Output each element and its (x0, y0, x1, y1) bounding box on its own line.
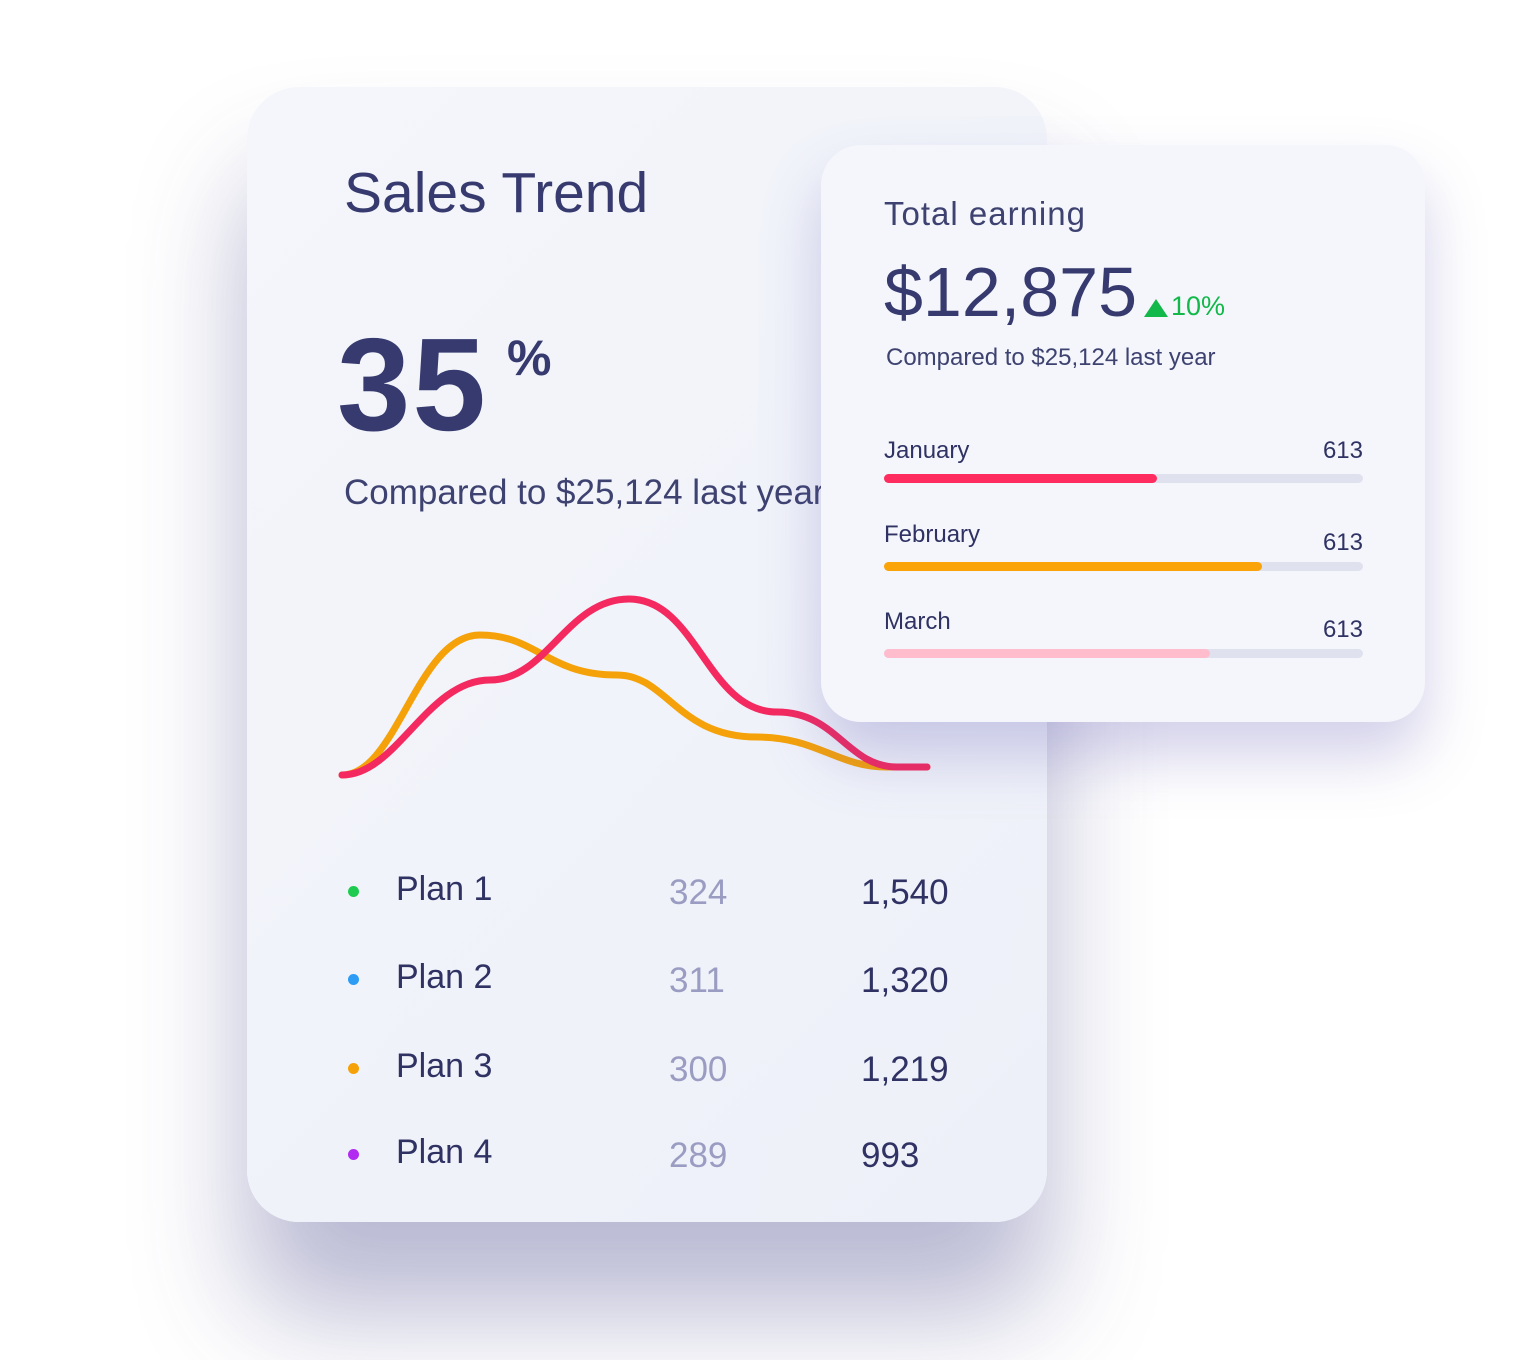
plan-total: 993 (861, 1136, 920, 1175)
trend-curves (338, 595, 931, 779)
plan-count: 289 (669, 1136, 728, 1175)
plan-dot (348, 1063, 359, 1074)
amount: $12,875 (884, 253, 1138, 331)
plan-name: Plan 3 (396, 1047, 493, 1085)
progress-fill (884, 649, 1210, 658)
plan-dot (348, 974, 359, 985)
progress-track (884, 562, 1363, 571)
plan-dot (348, 1149, 359, 1160)
comparison: Compared to $25,124 last year (344, 473, 825, 512)
plan-dot (348, 886, 359, 897)
total-earning-card: Total earning $12,875 10% Compared to $2… (821, 145, 1425, 722)
plan-total: 1,320 (861, 961, 949, 1000)
red-curve (338, 595, 931, 779)
plan-name: Plan 2 (396, 958, 493, 996)
plan-count: 300 (669, 1050, 728, 1089)
month-name: March (884, 608, 951, 635)
plan-total: 1,219 (861, 1050, 949, 1089)
plan-name: Plan 4 (396, 1133, 493, 1171)
plan-name: Plan 1 (396, 870, 493, 908)
comparison: Compared to $25,124 last year (886, 344, 1216, 371)
big-value: 35 (337, 311, 488, 458)
card-title: Total earning (884, 195, 1086, 232)
big-value-unit: % (507, 330, 552, 386)
change: 10% (1171, 291, 1226, 321)
plan-count: 311 (669, 961, 725, 1000)
progress-track (884, 649, 1363, 658)
progress-fill (884, 562, 1263, 571)
month-value: 613 (1322, 616, 1363, 643)
month-name: January (884, 437, 970, 464)
progress-fill (884, 474, 1158, 483)
plan-total: 1,540 (861, 873, 949, 912)
month-name: February (884, 521, 981, 548)
progress-track (884, 474, 1363, 483)
up-arrow (1144, 299, 1168, 317)
card-title: Sales Trend (344, 161, 649, 225)
plan-count: 324 (669, 873, 728, 912)
orange-curve (338, 631, 931, 779)
month-value: 613 (1322, 437, 1363, 464)
month-value: 613 (1322, 529, 1363, 556)
